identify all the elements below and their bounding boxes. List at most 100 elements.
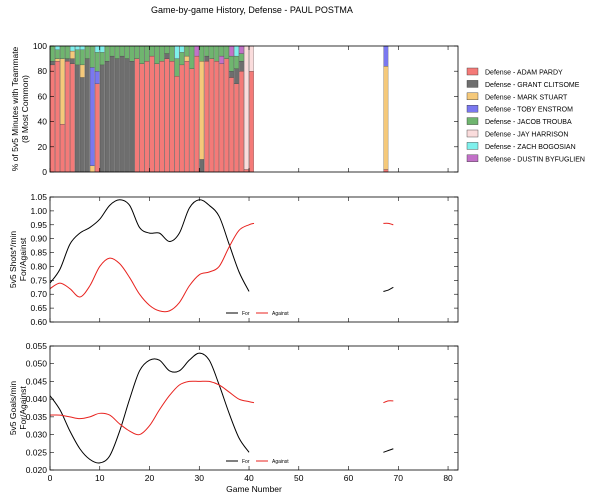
bar-segment [204,45,210,57]
x-tick-label: 50 [294,473,304,483]
bar-segment [114,58,120,173]
bar-segment [204,60,210,173]
bar-segment [249,71,254,173]
y-axis-label: % of 5v5 Minutes with Teammate (8 Most Co… [10,46,30,171]
bar-segment [60,123,65,173]
bar-segment [89,67,95,166]
y-axis-label-line: For/Against [18,237,28,281]
legend-label-against: Against [272,311,289,317]
x-tick-label: 10 [95,473,105,483]
y-tick-label: 0.85 [30,248,47,258]
x-tick-label: 30 [195,473,205,483]
bar-segment [104,45,110,62]
y-tick-label: 60 [38,91,48,101]
bar-segment [194,45,200,57]
bar-segment [124,45,130,59]
bar-segment [149,55,155,173]
bar-segment [169,45,175,62]
bar-segment [229,45,234,57]
y-axis-label-line: (8 Most Common) [20,75,30,143]
bar-segment [134,58,140,173]
bar-segment [239,53,244,62]
bar-segment [159,45,165,62]
bar-segment [164,53,170,59]
y-tick-label: 0.65 [30,303,47,313]
legend-label: Defense - JACOB TROUBA [485,119,572,126]
bar-segment [229,77,234,173]
bar-segment [79,77,85,173]
y-tick-label: 0.80 [30,261,47,271]
legend-label: Defense - JAY HARRISON [485,132,568,139]
bar-segment [144,45,150,62]
bar-segment [229,55,234,72]
y-tick-label: 0.60 [30,317,47,327]
x-tick-label: 0 [48,473,53,483]
bar-segment [239,45,244,54]
bar-segment [164,58,170,173]
bar-segment [234,55,239,69]
bar-segment [65,58,70,62]
bar-segment [99,52,105,66]
plot-frame [49,345,459,471]
legend-swatch [466,92,479,101]
bar-segment [84,45,90,59]
bar-segment [159,60,165,173]
bar-segment [99,45,105,53]
series-line-against [49,380,255,436]
bar-segment [94,52,100,72]
y-tick-label: 1.05 [30,192,47,202]
bar-segment [189,45,195,69]
bar-segment [144,60,150,173]
y-axis-label-line: 5v5 Goals/min [8,381,18,436]
x-tick-label: 40 [244,473,254,483]
bar-segment [214,45,220,62]
bar-segment [65,60,70,173]
bar-segment [89,45,95,68]
bar-segment [234,83,239,173]
bar-segment [179,45,185,53]
plot-frame [49,45,459,173]
y-tick-label: 0.050 [26,359,48,369]
series-line-for [49,352,250,464]
y-tick-label: 0.020 [26,465,48,475]
bar-segment [189,68,195,173]
bar-segment [209,45,215,59]
bar-segment [104,60,110,173]
bar-segment [199,159,205,173]
bar-segment [219,45,225,57]
y-tick-label: 0.70 [30,289,47,299]
bar-segment [55,60,60,173]
y-tick-label: 0.90 [30,234,47,244]
y-tick-label: 100 [33,41,47,51]
bar-segment [70,58,75,64]
bar-segment [199,45,205,62]
bar-segment [134,45,140,59]
bar-segment [79,49,85,66]
bar-segment [70,63,75,173]
legend-swatch [466,154,479,163]
x-tick-label: 80 [443,473,453,483]
legend-swatch [466,117,479,125]
bar-segment [60,45,65,59]
bar-segment [55,45,60,50]
series-line-for [383,448,394,453]
y-tick-label: 0.040 [26,394,48,404]
y-tick-label: 1.00 [30,206,47,216]
bar-segment [383,45,389,67]
bar-segment [99,64,105,173]
legend-label: Defense - ZACH BOGOSIAN [485,144,576,151]
bar-segment [129,45,135,62]
legend-swatch [466,67,479,76]
y-tick-label: 20 [38,142,48,152]
bar-segment [89,165,95,173]
bar-segment [174,76,180,173]
bar-segment [179,64,185,173]
x-tick-label: 70 [394,473,404,483]
y-tick-label: 40 [38,117,48,127]
bar-segment [50,60,55,66]
bar-segment [224,58,229,173]
y-tick-label: 0.055 [26,341,48,351]
plot-frame [49,196,459,323]
x-tick-label: 20 [145,473,155,483]
